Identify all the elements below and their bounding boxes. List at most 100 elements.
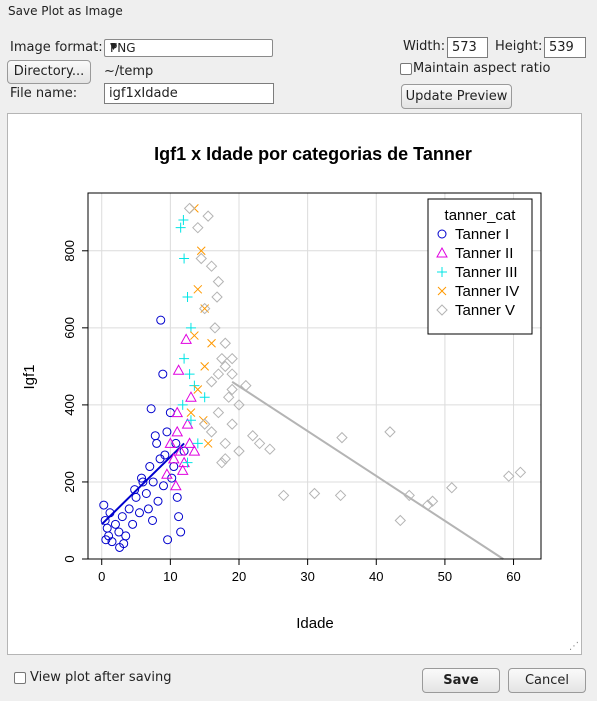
data-point <box>203 439 213 448</box>
directory-button[interactable]: Directory... <box>7 60 91 84</box>
save-button[interactable]: Save <box>422 668 500 693</box>
data-point <box>216 352 228 365</box>
data-point <box>212 406 225 419</box>
data-point <box>196 246 206 256</box>
data-point <box>171 406 184 418</box>
data-point <box>148 515 158 525</box>
data-point <box>179 353 190 364</box>
image-format-select[interactable]: PNG ▼ <box>104 39 273 57</box>
data-point <box>184 369 195 380</box>
data-point <box>198 302 211 315</box>
data-point <box>195 252 207 265</box>
maintain-aspect-label: Maintain aspect ratio <box>413 61 551 76</box>
data-point <box>277 489 290 502</box>
height-input[interactable]: 539 <box>544 37 586 58</box>
data-point <box>182 292 193 303</box>
legend-entry-label: Tanner III <box>455 264 518 281</box>
data-point <box>99 500 109 510</box>
data-point <box>181 418 194 429</box>
data-point <box>152 438 162 448</box>
data-point <box>180 333 192 344</box>
data-point <box>226 418 238 430</box>
data-point <box>334 489 347 502</box>
data-point <box>167 452 180 464</box>
scatter-plot: Igf1 x Idade por categorias de Tanner Id… <box>21 144 542 632</box>
chart-title: Igf1 x Idade por categorias de Tanner <box>154 144 472 164</box>
title-bar: Save Plot as Image <box>0 0 597 24</box>
data-point <box>117 512 127 522</box>
cancel-button[interactable]: Cancel <box>508 668 586 693</box>
data-point <box>198 418 211 430</box>
data-point <box>183 202 196 215</box>
data-point <box>176 527 186 537</box>
data-point <box>199 392 210 403</box>
data-point <box>164 437 177 448</box>
x-tick-label: 50 <box>438 569 452 584</box>
data-point <box>107 537 117 547</box>
data-point <box>143 504 153 514</box>
directory-path: ~/temp <box>104 64 154 79</box>
data-point <box>145 462 155 472</box>
data-point <box>264 443 276 455</box>
data-point <box>211 291 223 303</box>
data-point <box>200 362 210 371</box>
data-point <box>137 473 147 483</box>
data-point <box>205 376 218 388</box>
data-point <box>202 210 214 222</box>
data-point <box>134 508 144 518</box>
update-preview-button[interactable]: Update Preview <box>401 84 512 109</box>
data-point <box>160 450 170 460</box>
data-point <box>205 426 218 438</box>
view-after-save-checkbox[interactable] <box>14 672 26 684</box>
y-tick-label: 400 <box>62 394 77 416</box>
data-point <box>185 322 196 333</box>
width-label: Width: <box>403 39 446 54</box>
image-format-value: PNG <box>110 41 136 55</box>
data-point <box>171 425 184 437</box>
data-point <box>172 492 182 502</box>
data-point <box>185 391 197 402</box>
file-name-input[interactable]: igf1xIdade <box>104 83 274 104</box>
data-point <box>174 445 187 456</box>
legend-entry-label: Tanner IV <box>455 283 519 300</box>
data-point <box>403 489 415 502</box>
legend-entry-label: Tanner V <box>455 302 515 319</box>
legend-marker <box>437 286 447 296</box>
data-point <box>110 519 120 529</box>
image-format-label: Image format: <box>10 40 103 55</box>
legend-entry-label: Tanner II <box>455 245 513 262</box>
data-point <box>175 222 186 233</box>
data-point <box>186 408 196 417</box>
data-point <box>179 446 189 456</box>
legend-marker <box>437 267 447 277</box>
data-point <box>159 481 168 491</box>
data-point <box>193 385 203 394</box>
data-point <box>138 477 148 487</box>
data-point <box>176 464 189 475</box>
width-input[interactable]: 573 <box>447 37 488 58</box>
resize-grip-icon: ⋰ <box>569 641 579 652</box>
data-point <box>156 315 166 325</box>
x-tick-label: 0 <box>98 569 105 584</box>
data-point <box>253 437 266 450</box>
data-point <box>207 338 216 348</box>
data-point <box>178 214 189 225</box>
data-point <box>185 415 196 426</box>
data-point <box>128 519 138 529</box>
dropdown-arrow-icon: ▼ <box>110 42 117 52</box>
data-point <box>183 437 196 448</box>
y-tick-label: 0 <box>62 555 77 562</box>
data-point <box>219 437 231 450</box>
data-point <box>514 466 527 479</box>
x-tick-label: 10 <box>163 569 177 584</box>
window-title: Save Plot as Image <box>8 4 123 18</box>
data-point <box>188 445 201 456</box>
x-tick-label: 20 <box>232 569 246 584</box>
legend-marker <box>436 246 448 258</box>
x-tick-label: 30 <box>300 569 314 584</box>
data-point <box>226 368 238 380</box>
data-point <box>119 539 129 549</box>
data-point <box>163 535 173 545</box>
maintain-aspect-checkbox[interactable] <box>400 63 412 75</box>
file-name-label: File name: <box>10 86 78 101</box>
